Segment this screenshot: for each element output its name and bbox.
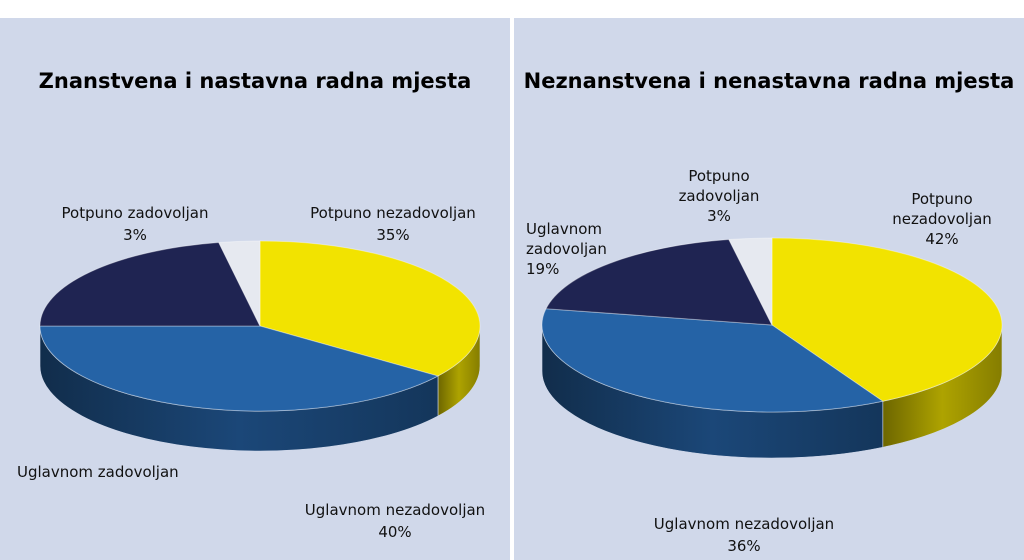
right-slice-uglavnom-zadovoljan bbox=[545, 239, 773, 326]
right-chart-panel: Neznanstvena i nenastavna radna mjesta P… bbox=[514, 18, 1024, 560]
left-label-uglavnom-zadovoljan: Uglavnom zadovoljan bbox=[17, 463, 179, 481]
left-slice-potpuno-nezadovoljan bbox=[259, 240, 481, 377]
left-slice-uglavnom-nezadovoljan bbox=[39, 325, 440, 412]
left-chart-title: Znanstvena i nastavna radna mjesta bbox=[39, 69, 472, 93]
right-chart-title: Neznanstvena i nenastavna radna mjesta bbox=[524, 69, 1015, 93]
right-slice-potpuno-nezadovoljan bbox=[771, 237, 1003, 402]
right-pie-slices bbox=[541, 237, 1003, 413]
left-slice-uglavnom-zadovoljan bbox=[39, 241, 261, 327]
left-slice-potpuno-zadovoljan bbox=[217, 240, 261, 327]
left-pie-labels: Potpuno nezadovoljan 35% Uglavnom nezadovo… bbox=[17, 204, 485, 541]
left-chart-panel: Znanstvena i nastavna radna mjesta Potpu… bbox=[0, 18, 510, 560]
right-label-uglavnom-zadovoljan: Uglavnom zadovoljan 19% bbox=[526, 220, 607, 278]
right-label-potpuno-nezadovoljan: Potpuno nezadovoljan 42% bbox=[892, 190, 992, 248]
left-label-potpuno-zadovoljan: Potpuno zadovoljan 3% bbox=[62, 204, 209, 244]
left-pie-chart: Znanstvena i nastavna radna mjesta Potpu… bbox=[17, 69, 485, 541]
left-slice-side-uglavnom-nezadovoljan bbox=[39, 325, 439, 452]
right-label-uglavnom-nezadovoljan: Uglavnom nezadovoljan 36% bbox=[654, 515, 834, 555]
right-pie-labels: Potpuno nezadovoljan 42% Uglavnom nezadovol… bbox=[526, 167, 992, 555]
right-slice-uglavnom-nezadovoljan bbox=[541, 308, 885, 413]
left-pie-slices bbox=[39, 240, 481, 412]
right-slice-potpuno-zadovoljan bbox=[728, 237, 773, 326]
right-pie-chart: Neznanstvena i nenastavna radna mjesta P… bbox=[524, 69, 1015, 555]
left-label-uglavnom-nezadovoljan: Uglavnom nezadovoljan 40% bbox=[305, 501, 485, 541]
right-label-potpuno-zadovoljan: Potpuno zadovoljan 3% bbox=[679, 167, 760, 225]
left-label-potpuno-nezadovoljan: Potpuno nezadovoljan 35% bbox=[310, 204, 476, 244]
